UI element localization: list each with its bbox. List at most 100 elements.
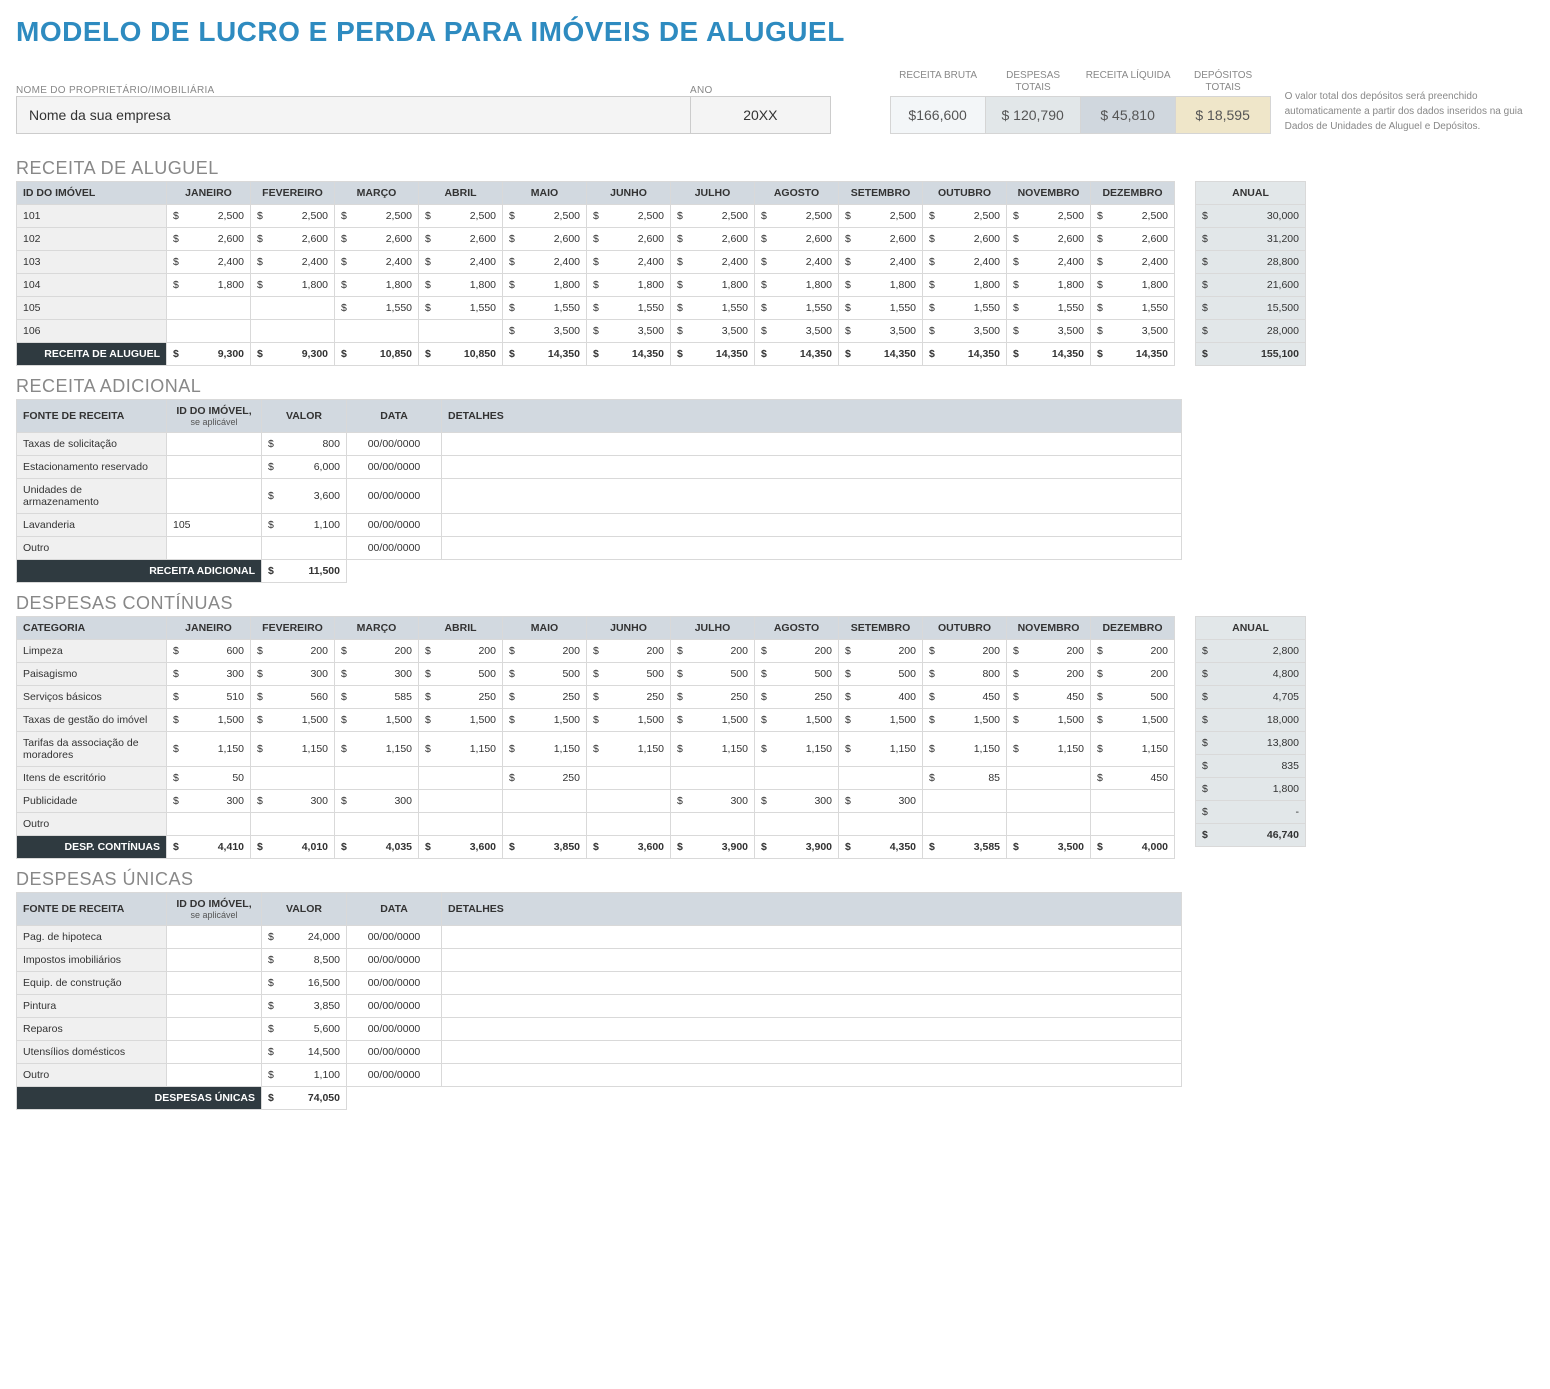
cell[interactable]: $2,500 xyxy=(755,205,839,228)
row-details[interactable] xyxy=(442,972,1182,995)
row-value[interactable] xyxy=(262,537,347,560)
row-date[interactable]: 00/00/0000 xyxy=(347,537,442,560)
cell[interactable]: $2,400 xyxy=(587,251,671,274)
cell[interactable]: $3,500 xyxy=(1007,320,1091,343)
cell[interactable]: $2,400 xyxy=(335,251,419,274)
cell[interactable]: $1,800 xyxy=(503,274,587,297)
row-details[interactable] xyxy=(442,1064,1182,1087)
row-value[interactable]: $16,500 xyxy=(262,972,347,995)
cell[interactable]: $500 xyxy=(1091,686,1175,709)
cell[interactable]: $250 xyxy=(503,686,587,709)
cell[interactable]: $50 xyxy=(167,767,251,790)
cell[interactable] xyxy=(587,790,671,813)
cell[interactable]: $1,800 xyxy=(1007,274,1091,297)
cell[interactable] xyxy=(419,790,503,813)
cell[interactable]: $400 xyxy=(839,686,923,709)
cell[interactable]: $1,550 xyxy=(755,297,839,320)
row-date[interactable]: 00/00/0000 xyxy=(347,972,442,995)
cell[interactable]: $1,550 xyxy=(839,297,923,320)
row-property-id[interactable] xyxy=(167,1064,262,1087)
cell[interactable]: $300 xyxy=(335,663,419,686)
cell[interactable]: $450 xyxy=(1091,767,1175,790)
row-value[interactable]: $3,600 xyxy=(262,479,347,514)
row-property-id[interactable] xyxy=(167,995,262,1018)
cell[interactable] xyxy=(1091,813,1175,836)
cell[interactable]: $1,800 xyxy=(755,274,839,297)
cell[interactable]: $2,400 xyxy=(1091,251,1175,274)
cell[interactable]: $3,500 xyxy=(587,320,671,343)
cell[interactable]: $200 xyxy=(1007,663,1091,686)
cell[interactable]: $200 xyxy=(419,640,503,663)
cell[interactable]: $1,550 xyxy=(587,297,671,320)
cell[interactable]: $500 xyxy=(755,663,839,686)
cell[interactable]: $1,150 xyxy=(671,732,755,767)
cell[interactable]: $3,500 xyxy=(839,320,923,343)
cell[interactable]: $1,150 xyxy=(839,732,923,767)
cell[interactable]: $2,500 xyxy=(839,205,923,228)
cell[interactable]: $1,150 xyxy=(335,732,419,767)
cell[interactable] xyxy=(587,813,671,836)
cell[interactable]: $2,500 xyxy=(1091,205,1175,228)
cell[interactable] xyxy=(335,813,419,836)
cell[interactable]: $2,500 xyxy=(923,205,1007,228)
cell[interactable] xyxy=(419,813,503,836)
cell[interactable]: $200 xyxy=(1091,640,1175,663)
row-value[interactable]: $1,100 xyxy=(262,514,347,537)
cell[interactable]: $2,600 xyxy=(923,228,1007,251)
cell[interactable]: $3,500 xyxy=(503,320,587,343)
cell[interactable]: $1,500 xyxy=(1091,709,1175,732)
cell[interactable] xyxy=(251,320,335,343)
cell[interactable]: $1,150 xyxy=(1007,732,1091,767)
cell[interactable] xyxy=(419,767,503,790)
cell[interactable] xyxy=(923,813,1007,836)
row-details[interactable] xyxy=(442,995,1182,1018)
cell[interactable]: $1,150 xyxy=(587,732,671,767)
cell[interactable]: $585 xyxy=(335,686,419,709)
row-value[interactable]: $3,850 xyxy=(262,995,347,1018)
cell[interactable]: $200 xyxy=(503,640,587,663)
cell[interactable]: $2,400 xyxy=(671,251,755,274)
cell[interactable] xyxy=(587,767,671,790)
cell[interactable]: $250 xyxy=(419,686,503,709)
cell[interactable]: $1,500 xyxy=(1007,709,1091,732)
cell[interactable]: $200 xyxy=(755,640,839,663)
cell[interactable] xyxy=(1007,813,1091,836)
cell[interactable]: $1,800 xyxy=(419,274,503,297)
cell[interactable]: $200 xyxy=(587,640,671,663)
cell[interactable]: $300 xyxy=(167,663,251,686)
cell[interactable]: $500 xyxy=(503,663,587,686)
cell[interactable] xyxy=(251,767,335,790)
cell[interactable]: $1,550 xyxy=(503,297,587,320)
cell[interactable]: $200 xyxy=(839,640,923,663)
cell[interactable] xyxy=(335,767,419,790)
cell[interactable]: $1,550 xyxy=(419,297,503,320)
row-date[interactable]: 00/00/0000 xyxy=(347,1041,442,1064)
cell[interactable]: $200 xyxy=(1091,663,1175,686)
row-property-id[interactable] xyxy=(167,479,262,514)
cell[interactable] xyxy=(1007,767,1091,790)
cell[interactable]: $2,500 xyxy=(1007,205,1091,228)
row-property-id[interactable] xyxy=(167,456,262,479)
cell[interactable]: $2,400 xyxy=(1007,251,1091,274)
cell[interactable]: $2,600 xyxy=(167,228,251,251)
cell[interactable]: $1,800 xyxy=(167,274,251,297)
cell[interactable]: $2,400 xyxy=(503,251,587,274)
cell[interactable]: $250 xyxy=(671,686,755,709)
cell[interactable]: $300 xyxy=(671,790,755,813)
row-details[interactable] xyxy=(442,926,1182,949)
cell[interactable]: $200 xyxy=(251,640,335,663)
cell[interactable]: $450 xyxy=(923,686,1007,709)
row-details[interactable] xyxy=(442,514,1182,537)
row-property-id[interactable]: 105 xyxy=(167,514,262,537)
cell[interactable]: $2,600 xyxy=(419,228,503,251)
row-details[interactable] xyxy=(442,479,1182,514)
cell[interactable]: $500 xyxy=(587,663,671,686)
cell[interactable]: $200 xyxy=(335,640,419,663)
cell[interactable]: $3,500 xyxy=(671,320,755,343)
cell[interactable]: $300 xyxy=(335,790,419,813)
row-date[interactable]: 00/00/0000 xyxy=(347,1018,442,1041)
cell[interactable] xyxy=(671,813,755,836)
cell[interactable] xyxy=(167,320,251,343)
cell[interactable]: $1,550 xyxy=(671,297,755,320)
cell[interactable]: $3,500 xyxy=(1091,320,1175,343)
